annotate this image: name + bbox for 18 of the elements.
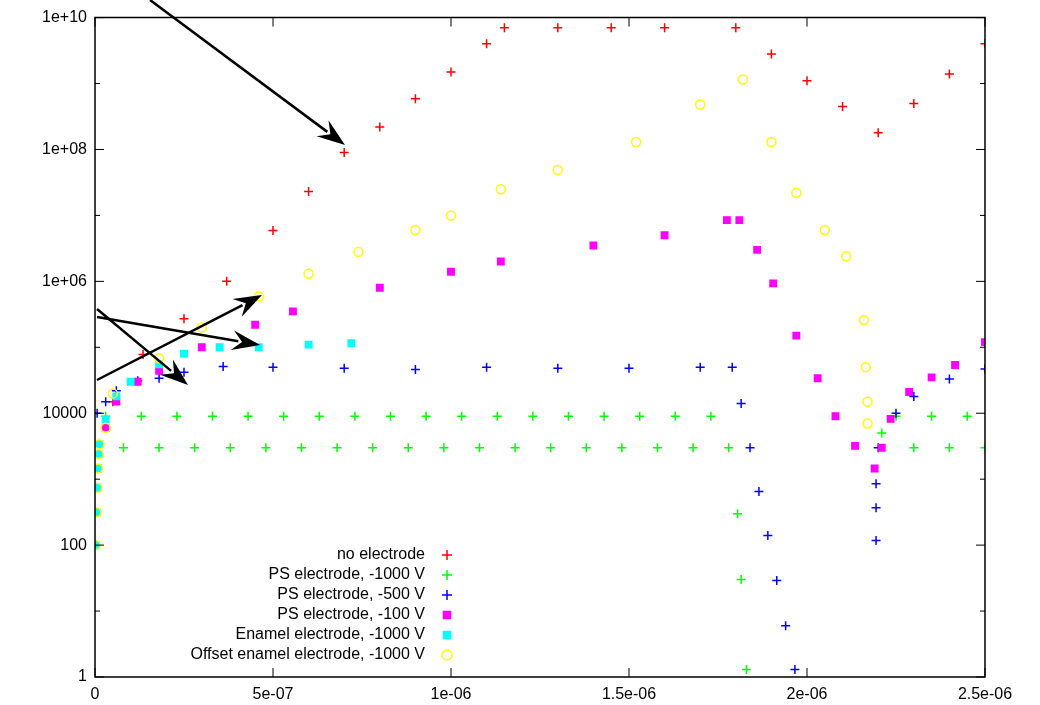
x-tick-label: 2.5e-06	[957, 685, 1013, 703]
legend-label: Offset enamel electrode, -1000 V	[190, 645, 426, 663]
x-tick-label: 5e-07	[252, 685, 294, 703]
y-tick-label: 1e+08	[42, 139, 88, 157]
legend-label: Enamel electrode, -1000 V	[235, 625, 426, 643]
legend-label: PS electrode, -1000 V	[268, 565, 426, 583]
x-tick-label: 0	[90, 685, 100, 703]
y-tick-label: 100	[60, 535, 88, 553]
x-tick-label: 1.5e-06	[601, 685, 657, 703]
y-tick-label: 1	[78, 667, 88, 685]
y-tick-label: 1e+06	[42, 271, 88, 289]
y-tick-label: 1e+10	[42, 8, 88, 26]
legend-label: PS electrode, -500 V	[277, 585, 426, 603]
x-tick-label: 2e-06	[786, 685, 828, 703]
y-tick-label: 10000	[42, 403, 88, 421]
x-tick-label: 1e-06	[430, 685, 472, 703]
legend-label: no electrode	[336, 545, 426, 563]
legend-label: PS electrode, -100 V	[277, 605, 426, 623]
